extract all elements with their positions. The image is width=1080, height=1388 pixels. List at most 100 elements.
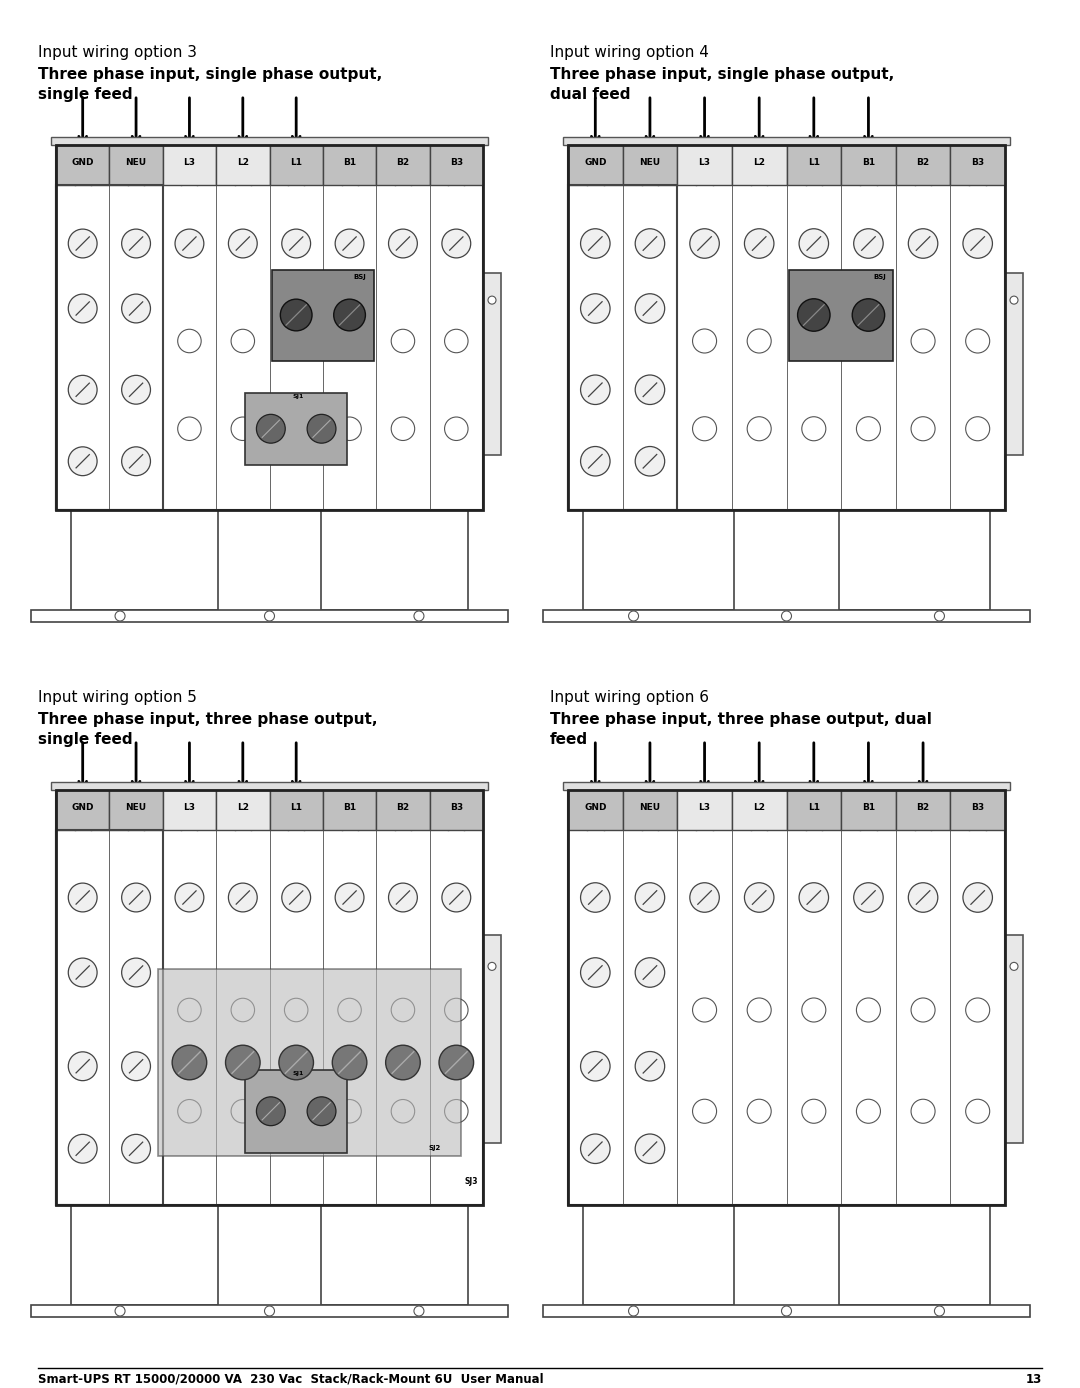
Circle shape — [68, 883, 97, 912]
Bar — [216, 790, 270, 830]
Circle shape — [386, 1045, 420, 1080]
Circle shape — [635, 1052, 664, 1081]
Bar — [854, 137, 882, 144]
Text: B3: B3 — [449, 157, 463, 167]
Circle shape — [116, 611, 125, 620]
Circle shape — [122, 883, 150, 912]
Circle shape — [231, 1099, 255, 1123]
Circle shape — [122, 1134, 150, 1163]
Text: B1: B1 — [862, 157, 875, 167]
Circle shape — [581, 958, 610, 987]
Bar — [786, 790, 841, 830]
Bar — [841, 144, 895, 185]
Bar — [321, 509, 468, 609]
Text: B3: B3 — [449, 802, 463, 812]
Circle shape — [635, 375, 664, 404]
Circle shape — [178, 1099, 201, 1123]
Bar — [582, 781, 609, 790]
Text: Three phase input, single phase output,: Three phase input, single phase output, — [38, 67, 382, 82]
Text: B2: B2 — [917, 802, 930, 812]
Text: L2: L2 — [237, 157, 248, 167]
Text: Input wiring option 5: Input wiring option 5 — [38, 690, 197, 705]
Bar — [69, 781, 96, 790]
Circle shape — [172, 1045, 206, 1080]
Text: SJ1: SJ1 — [293, 394, 303, 398]
Text: L1: L1 — [808, 157, 820, 167]
Circle shape — [445, 329, 468, 353]
Text: BSJ: BSJ — [873, 273, 886, 279]
Circle shape — [782, 611, 792, 620]
Circle shape — [231, 998, 255, 1022]
Text: L1: L1 — [291, 802, 302, 812]
Text: GND: GND — [71, 157, 94, 167]
Text: Input wiring option 6: Input wiring option 6 — [550, 690, 708, 705]
Bar — [854, 781, 882, 790]
Circle shape — [445, 416, 468, 440]
Circle shape — [265, 611, 274, 620]
Circle shape — [635, 229, 664, 258]
Bar — [56, 185, 163, 509]
Bar — [623, 144, 677, 185]
Circle shape — [635, 294, 664, 323]
Circle shape — [122, 294, 150, 323]
Text: L1: L1 — [291, 157, 302, 167]
Circle shape — [256, 1097, 285, 1126]
Circle shape — [798, 298, 831, 332]
Bar — [216, 144, 270, 185]
Circle shape — [747, 998, 771, 1022]
Circle shape — [963, 229, 993, 258]
Circle shape — [488, 296, 496, 304]
Bar — [245, 393, 347, 465]
Bar — [31, 609, 508, 622]
Bar — [745, 781, 773, 790]
Bar — [176, 781, 203, 790]
Bar — [56, 790, 109, 830]
Bar — [56, 790, 483, 1205]
Circle shape — [68, 229, 97, 258]
Text: SJ2: SJ2 — [428, 1145, 441, 1151]
Circle shape — [335, 883, 364, 912]
Circle shape — [442, 883, 471, 912]
Bar — [582, 137, 609, 144]
Circle shape — [68, 958, 97, 987]
Text: B3: B3 — [971, 802, 984, 812]
Circle shape — [284, 329, 308, 353]
Text: feed: feed — [550, 731, 589, 747]
Bar — [176, 137, 203, 144]
Circle shape — [782, 1306, 792, 1316]
Circle shape — [934, 611, 944, 620]
Text: single feed: single feed — [38, 87, 133, 101]
Circle shape — [856, 329, 880, 353]
Circle shape — [629, 1306, 638, 1316]
Circle shape — [307, 1097, 336, 1126]
Circle shape — [966, 329, 989, 353]
Circle shape — [122, 229, 150, 258]
Bar — [430, 144, 483, 185]
Text: dual feed: dual feed — [550, 87, 631, 101]
Bar — [732, 144, 786, 185]
Circle shape — [333, 1045, 367, 1080]
Circle shape — [581, 1052, 610, 1081]
Bar — [839, 1205, 990, 1305]
Bar — [800, 781, 827, 790]
Bar — [732, 790, 786, 830]
Text: B2: B2 — [396, 157, 409, 167]
Bar — [163, 790, 216, 830]
Bar — [443, 137, 470, 144]
Circle shape — [335, 229, 364, 258]
Circle shape — [338, 998, 362, 1022]
Circle shape — [178, 329, 201, 353]
Text: single feed: single feed — [38, 731, 133, 747]
Text: B3: B3 — [971, 157, 984, 167]
Bar — [336, 781, 363, 790]
Circle shape — [747, 329, 771, 353]
Bar — [964, 137, 991, 144]
Circle shape — [912, 998, 935, 1022]
Circle shape — [281, 300, 312, 330]
Bar — [229, 781, 256, 790]
Circle shape — [226, 1045, 260, 1080]
Circle shape — [122, 1052, 150, 1081]
Bar — [109, 144, 163, 185]
Circle shape — [391, 416, 415, 440]
Circle shape — [338, 329, 362, 353]
